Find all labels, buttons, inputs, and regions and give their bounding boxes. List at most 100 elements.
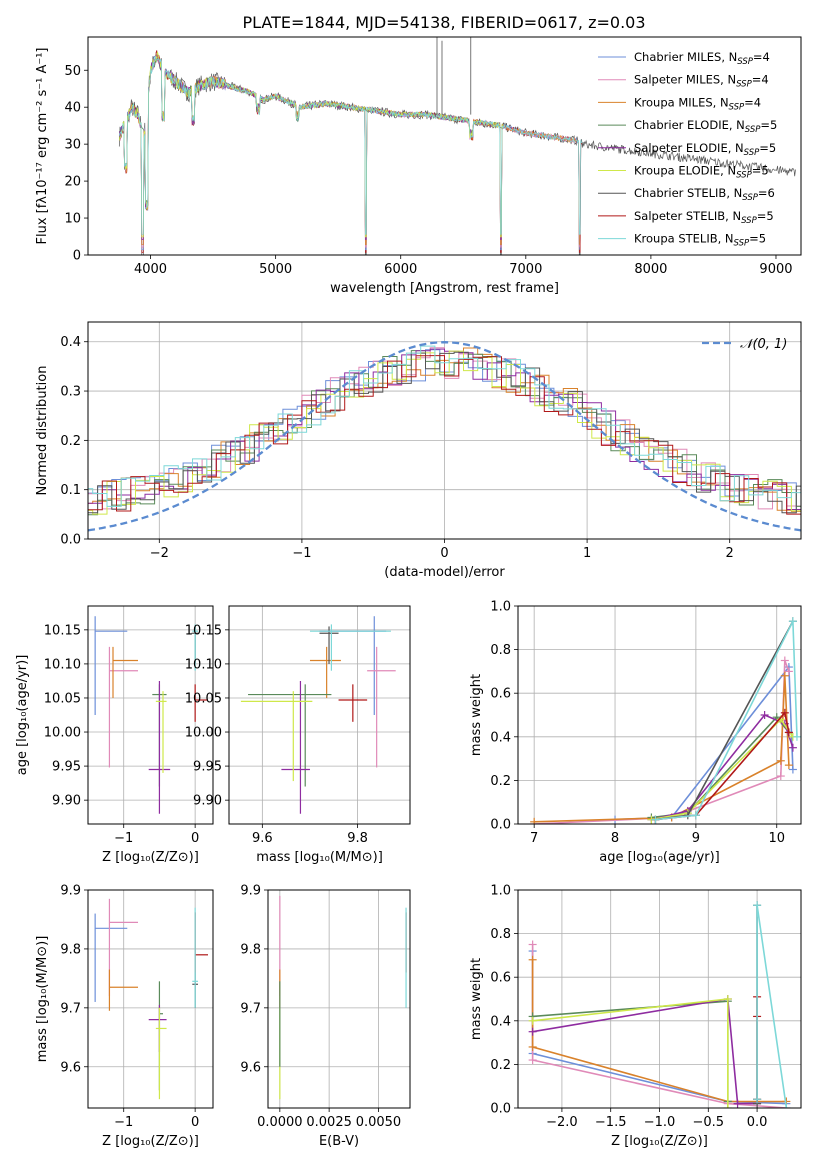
legend-label-post: =5: [759, 141, 776, 155]
weight-marker-kroupa_stelib: [788, 617, 797, 626]
x-tick-label: −2: [150, 546, 169, 561]
plot-area-residuals: [88, 341, 801, 532]
errorbar-point-salpeter_stelib: [194, 912, 208, 973]
y-tick-label: 0.6: [490, 971, 511, 986]
legend-label-pre: Kroupa STELIB, N: [634, 232, 734, 246]
legend-label-sub: SSP: [744, 148, 760, 158]
axes-frame: [87, 36, 802, 256]
weight-marker-salpeter_stelib: [780, 708, 789, 717]
x-tick-label: 0: [440, 546, 448, 561]
y-tick-label: 9.7: [240, 1001, 261, 1016]
spectrum-line-salpeter_stelib: [118, 50, 582, 253]
weight-marker-salpeter_miles: [784, 667, 793, 676]
weight-marker-kroupa_miles: [784, 761, 793, 770]
x-tick-label: 7: [530, 831, 538, 846]
y-tick-label: 1.0: [490, 884, 511, 899]
legend-label-post: =5: [760, 118, 777, 132]
weight-marker-kroupa_miles: [776, 756, 785, 765]
y-tick-label: 30: [64, 138, 81, 153]
legend-label-salpeter_stelib: Salpeter STELIB, NSSP=5: [634, 209, 774, 226]
errorbar-point-kroupa_elodie: [240, 691, 313, 782]
weight-marker-salpeter_miles: [776, 772, 785, 781]
x-axis-label: E(B-V): [319, 1134, 359, 1149]
x-tick-label: 8: [611, 831, 619, 846]
x-tick-label: 10: [768, 831, 785, 846]
y-tick-label: 9.8: [240, 942, 261, 957]
errorbar-point-chabrier_elodie: [248, 684, 332, 787]
x-tick-label: 0.0000: [257, 1115, 303, 1130]
weight-marker-chabrier_miles: [788, 765, 797, 774]
y-tick-label: 0.6: [490, 687, 511, 702]
legend-label-post: =4: [752, 73, 769, 87]
y-tick-label: 9.9: [60, 884, 81, 899]
weight-marker-salpeter_elodie: [788, 743, 797, 752]
x-axis-label: (data-model)/error: [384, 565, 505, 580]
chart-residuals: −2 −1 0 1 2 0.0 0.1 0.2 0.3 0.4 (data-model)/error…: [35, 321, 802, 580]
y-tick-label: 9.6: [60, 1060, 81, 1075]
x-tick-label: 0.0050: [356, 1115, 402, 1130]
x-axis-label: wavelength [Angstrom, rest frame]: [330, 281, 559, 296]
x-axis-label: mass [log₁₀(M/M⊙)]: [256, 850, 383, 865]
errorbar-point-salpeter_stelib: [338, 684, 368, 722]
y-axis-label: Normed distribution: [35, 366, 50, 496]
legend-label-sub: SSP: [742, 193, 758, 203]
y-tick-label: 9.6: [240, 1060, 261, 1075]
legend-label-pre: Chabrier MILES, N: [634, 50, 737, 64]
weight-marker-salpeter_elodie: [760, 711, 769, 719]
plot-area-mass_vs_ebv: [279, 895, 407, 1100]
weight-marker-salpeter_miles: [528, 940, 537, 949]
errorbar-point-salpeter_miles: [108, 646, 138, 768]
errorbar-point-chabrier_stelib: [319, 626, 339, 664]
x-tick-label: 6000: [384, 262, 417, 277]
plot-area-weight_vs_Z: [528, 901, 791, 1108]
x-tick-label: 0.0025: [306, 1115, 352, 1130]
weight-marker-kroupa_elodie: [723, 1104, 732, 1108]
legend-label-kroupa_elodie: Kroupa ELODIE, NSSP=5: [634, 164, 769, 181]
legend-label-pre: Kroupa MILES, N: [634, 95, 729, 109]
y-axis-label: mass [log₁₀(M/M⊙)]: [35, 936, 50, 1063]
x-tick-label: 0: [191, 1115, 199, 1130]
weight-marker-kroupa_miles: [530, 817, 539, 824]
errorbar-point-kroupa_miles: [108, 969, 138, 1011]
y-tick-label: 20: [64, 175, 81, 190]
weight-marker-kroupa_miles: [528, 1042, 537, 1051]
axes-frame: [87, 605, 214, 825]
x-tick-label: 9: [692, 831, 700, 846]
x-tick-label: 5000: [259, 262, 292, 277]
spectrum-line-kroupa_stelib: [118, 55, 582, 235]
y-tick-label: 9.8: [60, 942, 81, 957]
legend-label-chabrier_stelib: Chabrier STELIB, NSSP=6: [634, 186, 775, 203]
weight-marker-kroupa_stelib: [753, 1095, 762, 1104]
x-tick-label: 9.6: [252, 831, 273, 846]
y-tick-label: 0.0: [490, 1102, 511, 1117]
plot-area-age_vs_mass: [240, 616, 396, 814]
spectrum-line-salpeter_miles: [118, 53, 580, 248]
histogram-salpeter_stelib: [88, 355, 801, 515]
weight-marker-kroupa_miles: [528, 955, 537, 964]
legend-label-salpeter_elodie: Salpeter ELODIE, NSSP=5: [634, 141, 776, 158]
chart-mass_vs_ebv: 0.0000 0.0025 0.0050 9.6 9.7 9.8 9.9 E(B-V): [240, 884, 411, 1149]
legend-label-sub: SSP: [734, 239, 750, 249]
y-tick-label: 10.15: [185, 623, 222, 638]
chart-age_vs_mass: 9.6 9.8 9.90 9.95 10.00 10.05 10.10 10.15 mass […: [185, 605, 411, 865]
weight-marker-kroupa_stelib: [691, 811, 700, 820]
y-tick-label: 0.4: [60, 335, 81, 350]
errorbar-point-kroupa_miles: [112, 646, 138, 698]
y-tick-label: 0.0: [490, 818, 511, 833]
gaussian-curve: [88, 341, 801, 532]
legend-label-kroupa_stelib: Kroupa STELIB, NSSP=5: [634, 232, 766, 249]
axes-frame: [267, 889, 411, 1109]
legend-label-post: =4: [744, 95, 761, 109]
y-tick-label: 10.00: [185, 726, 222, 741]
y-tick-label: 1.0: [490, 600, 511, 615]
x-tick-label: −1.5: [595, 1115, 627, 1130]
weight-marker-kroupa_miles: [780, 671, 789, 680]
y-tick-label: 0: [73, 249, 81, 264]
errorbar-point-salpeter_elodie: [148, 680, 171, 814]
plot-area-mass_vs_Z: [94, 898, 208, 1100]
weight-marker-kroupa_stelib: [782, 1104, 791, 1108]
x-tick-label: −1: [114, 1115, 133, 1130]
weight-marker-salpeter_stelib: [784, 728, 793, 737]
spectrum-line-kroupa_miles: [118, 53, 580, 246]
